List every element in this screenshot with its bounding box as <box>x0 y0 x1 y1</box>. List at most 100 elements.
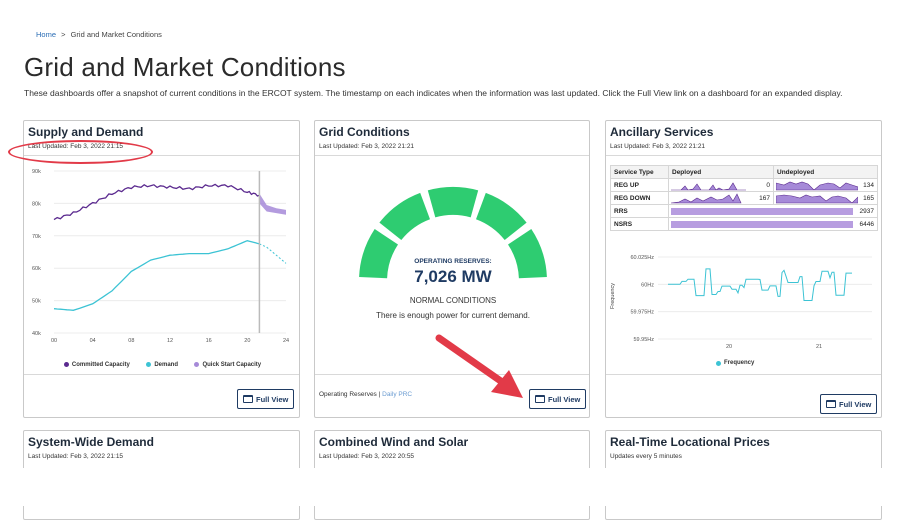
deployed-cell: 0 <box>668 178 774 192</box>
total-bar <box>671 221 853 228</box>
annotation-arrow-icon <box>435 334 523 398</box>
y-tick-label: 70k <box>32 234 41 240</box>
total-cell: 2937 <box>668 204 878 218</box>
column-header: Undeployed <box>773 165 878 179</box>
y-tick-label: 60Hz <box>641 282 654 288</box>
ancillary-title: Ancillary Services <box>610 125 714 139</box>
gauge-segment <box>359 229 398 279</box>
lmp-title: Real-Time Locational Prices <box>610 435 770 449</box>
legend-committed[interactable]: Committed Capacity <box>63 362 130 368</box>
supply-demand-chart: 40k 50k 60k 70k 80k 90k 00 04 08 12 16 20 24 <box>32 169 289 344</box>
gauge-segment <box>508 229 547 279</box>
ancillary-services-card: Ancillary Services Last Updated: Feb 3, … <box>605 120 882 418</box>
legend-quick-start[interactable]: Quick Start Capacity <box>194 362 261 368</box>
undeployed-cell: 165 <box>773 191 878 205</box>
window-icon <box>535 395 545 403</box>
y-tick-label: 60.025Hz <box>630 255 654 261</box>
reserves-value: 7,026 MW <box>414 267 492 286</box>
card-footer-divider <box>606 374 881 375</box>
supply-demand-legend: Committed Capacity Demand Quick Start Ca… <box>24 354 301 372</box>
column-header: Deployed <box>668 165 774 179</box>
y-tick-label: 80k <box>32 201 41 207</box>
total-bar <box>671 208 853 215</box>
breadcrumb: Home > Grid and Market Conditions <box>36 30 162 39</box>
wind-solar-title: Combined Wind and Solar <box>319 435 469 449</box>
daily-prc-link[interactable]: Daily PRC <box>382 391 413 398</box>
highlight-oval <box>8 140 153 164</box>
window-icon <box>826 400 836 408</box>
card-footer-divider <box>24 374 299 375</box>
frequency-line <box>668 268 852 301</box>
operating-reserves-label: Operating Reserves | <box>319 391 381 398</box>
grid-message: There is enough power for current demand… <box>376 311 530 320</box>
system-demand-title: System-Wide Demand <box>28 435 154 449</box>
y-tick-label: 60k <box>32 266 41 272</box>
system-demand-updated: Last Updated: Feb 3, 2022 21:15 <box>28 453 124 460</box>
service-type: REG UP <box>610 178 669 192</box>
page-bottom-mask <box>0 468 900 506</box>
grid-conditions-card: Grid Conditions Last Updated: Feb 3, 202… <box>314 120 590 418</box>
table-row: RRS 2937 <box>610 204 878 218</box>
supply-demand-title: Supply and Demand <box>28 125 144 139</box>
service-type: RRS <box>610 204 669 218</box>
supply-demand-full-view-button[interactable]: Full View <box>237 389 295 409</box>
column-header: Service Type <box>610 165 669 179</box>
grid-conditions-full-view-button[interactable]: Full View <box>529 389 587 409</box>
x-tick-label: 04 <box>90 338 96 344</box>
lmp-updated: Updates every 5 minutes <box>610 453 682 460</box>
frequency-axis-label: Frequency <box>610 283 616 309</box>
table-header-row: Service Type Deployed Undeployed <box>610 165 878 179</box>
table-row: REG UP 0 134 <box>610 178 878 192</box>
y-tick-label: 90k <box>32 169 41 175</box>
x-tick-label: 20 <box>726 344 732 350</box>
grid-footer: Operating Reserves | Daily PRC <box>319 391 412 398</box>
y-tick-label: 50k <box>32 299 41 305</box>
page-intro: These dashboards offer a snapshot of cur… <box>24 88 843 98</box>
frequency-legend[interactable]: Frequency <box>716 360 754 366</box>
service-type: REG DOWN <box>610 191 669 205</box>
table-row: REG DOWN 167 165 <box>610 191 878 205</box>
table-row: NSRS 6446 <box>610 217 878 231</box>
breadcrumb-separator: > <box>61 30 66 39</box>
breadcrumb-current: Grid and Market Conditions <box>70 30 162 39</box>
page-title: Grid and Market Conditions <box>24 52 346 82</box>
quick-start-area <box>259 193 286 215</box>
y-tick-label: 59.975Hz <box>630 310 654 316</box>
y-tick-label: 40k <box>32 331 41 337</box>
legend-demand[interactable]: Demand <box>146 362 178 368</box>
y-tick-label: 59.95Hz <box>634 337 655 343</box>
demand-forecast-line <box>259 243 287 264</box>
grid-status: NORMAL CONDITIONS <box>409 296 497 305</box>
wind-solar-updated: Last Updated: Feb 3, 2022 20:55 <box>319 453 415 460</box>
ancillary-table: Service Type Deployed Undeployed REG UP … <box>610 165 878 231</box>
x-tick-label: 20 <box>244 338 250 344</box>
frequency-chart: 59.95Hz 59.975Hz 60Hz 60.025Hz 20 21 <box>630 255 872 350</box>
x-tick-label: 12 <box>167 338 173 344</box>
supply-demand-card: Supply and Demand Last Updated: Feb 3, 2… <box>23 120 300 418</box>
committed-capacity-line <box>53 183 260 221</box>
deployed-sparkline <box>671 193 742 204</box>
x-tick-label: 00 <box>51 338 57 344</box>
card-divider <box>315 155 589 156</box>
undeployed-cell: 134 <box>773 178 878 192</box>
gauge-segment <box>379 192 430 240</box>
deployed-sparkline <box>671 182 746 191</box>
x-tick-label: 08 <box>128 338 134 344</box>
window-icon <box>243 395 253 403</box>
ancillary-updated: Last Updated: Feb 3, 2022 21:21 <box>610 143 706 150</box>
grid-conditions-updated: Last Updated: Feb 3, 2022 21:21 <box>319 143 415 150</box>
card-footer-divider <box>315 374 589 375</box>
demand-line <box>53 240 260 311</box>
ancillary-full-view-button[interactable]: Full View <box>820 394 878 414</box>
undeployed-sparkline <box>776 181 858 191</box>
x-tick-label: 21 <box>816 344 822 350</box>
total-cell: 6446 <box>668 217 878 231</box>
service-type: NSRS <box>610 217 669 231</box>
x-tick-label: 16 <box>206 338 212 344</box>
undeployed-sparkline <box>776 194 858 204</box>
operating-reserves-gauge <box>359 186 547 279</box>
breadcrumb-home-link[interactable]: Home <box>36 30 57 39</box>
gauge-segment <box>427 186 479 218</box>
deployed-cell: 167 <box>668 191 774 205</box>
card-divider <box>606 155 881 156</box>
